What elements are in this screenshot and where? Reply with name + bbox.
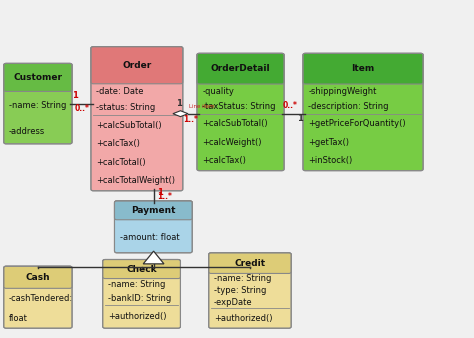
Text: 1..*: 1..*	[183, 115, 198, 124]
FancyBboxPatch shape	[209, 253, 291, 328]
FancyBboxPatch shape	[105, 269, 178, 277]
Text: 0..*: 0..*	[74, 104, 89, 113]
Text: -shippingWeight: -shippingWeight	[308, 87, 376, 96]
Polygon shape	[143, 251, 164, 264]
FancyBboxPatch shape	[6, 277, 70, 287]
FancyBboxPatch shape	[91, 47, 183, 84]
Text: -cashTendered:: -cashTendered:	[9, 294, 73, 303]
Text: -bankID: String: -bankID: String	[108, 294, 171, 304]
FancyBboxPatch shape	[4, 266, 72, 288]
FancyBboxPatch shape	[103, 260, 181, 279]
Text: Line item: Line item	[189, 104, 215, 108]
FancyBboxPatch shape	[6, 77, 70, 90]
Text: -date: Date: -date: Date	[96, 87, 144, 96]
FancyBboxPatch shape	[4, 266, 72, 328]
Text: +getTax(): +getTax()	[308, 138, 349, 147]
Text: 1: 1	[72, 91, 78, 100]
Text: -name: String: -name: String	[9, 101, 66, 110]
Text: 1: 1	[157, 188, 163, 197]
FancyBboxPatch shape	[93, 65, 181, 82]
Text: +authorized(): +authorized()	[214, 314, 273, 323]
Text: +calcTotalWeight(): +calcTotalWeight()	[96, 176, 175, 185]
FancyBboxPatch shape	[209, 253, 291, 273]
Text: +authorized(): +authorized()	[108, 312, 166, 321]
Text: float: float	[9, 314, 28, 323]
FancyBboxPatch shape	[211, 263, 289, 272]
Text: +getPriceForQuantity(): +getPriceForQuantity()	[308, 120, 406, 128]
FancyBboxPatch shape	[197, 53, 284, 84]
Text: -address: -address	[9, 127, 45, 136]
Text: -name: String: -name: String	[214, 274, 271, 283]
FancyBboxPatch shape	[197, 53, 284, 171]
Text: Credit: Credit	[235, 259, 265, 268]
FancyBboxPatch shape	[103, 260, 181, 328]
Text: +calcTax(): +calcTax()	[202, 156, 246, 165]
Text: Order: Order	[122, 61, 152, 70]
Text: -description: String: -description: String	[308, 102, 389, 111]
Text: +calcWeight(): +calcWeight()	[202, 138, 262, 147]
FancyBboxPatch shape	[305, 69, 421, 82]
Text: OrderDetail: OrderDetail	[211, 64, 270, 73]
FancyBboxPatch shape	[91, 47, 183, 191]
Text: Check: Check	[126, 265, 157, 273]
Text: -name: String: -name: String	[108, 280, 165, 289]
FancyBboxPatch shape	[115, 201, 192, 253]
Text: +calcTax(): +calcTax()	[96, 139, 140, 148]
FancyBboxPatch shape	[4, 64, 72, 144]
Text: +calcTotal(): +calcTotal()	[96, 158, 146, 167]
Text: -amount: float: -amount: float	[119, 234, 179, 242]
Text: +inStock(): +inStock()	[308, 156, 352, 165]
Text: -expDate: -expDate	[214, 298, 253, 307]
Text: +calcSubTotal(): +calcSubTotal()	[96, 121, 162, 130]
Text: Item: Item	[351, 64, 374, 73]
Text: Payment: Payment	[131, 206, 175, 215]
Text: 0..*: 0..*	[283, 101, 298, 110]
Text: -status: String: -status: String	[96, 103, 155, 112]
FancyBboxPatch shape	[303, 53, 423, 171]
Text: Customer: Customer	[13, 73, 63, 82]
Text: 1: 1	[297, 114, 303, 123]
Text: -taxStatus: String: -taxStatus: String	[202, 102, 275, 111]
Text: 1..*: 1..*	[157, 192, 172, 201]
FancyBboxPatch shape	[117, 210, 190, 218]
Text: +calcSubTotal(): +calcSubTotal()	[202, 120, 268, 128]
Text: -quality: -quality	[202, 87, 234, 96]
Polygon shape	[173, 111, 188, 117]
FancyBboxPatch shape	[115, 201, 192, 220]
Text: Cash: Cash	[26, 273, 50, 282]
FancyBboxPatch shape	[199, 69, 282, 82]
Text: 1: 1	[176, 99, 182, 108]
Text: -type: String: -type: String	[214, 286, 266, 295]
FancyBboxPatch shape	[303, 53, 423, 84]
FancyBboxPatch shape	[4, 64, 72, 92]
